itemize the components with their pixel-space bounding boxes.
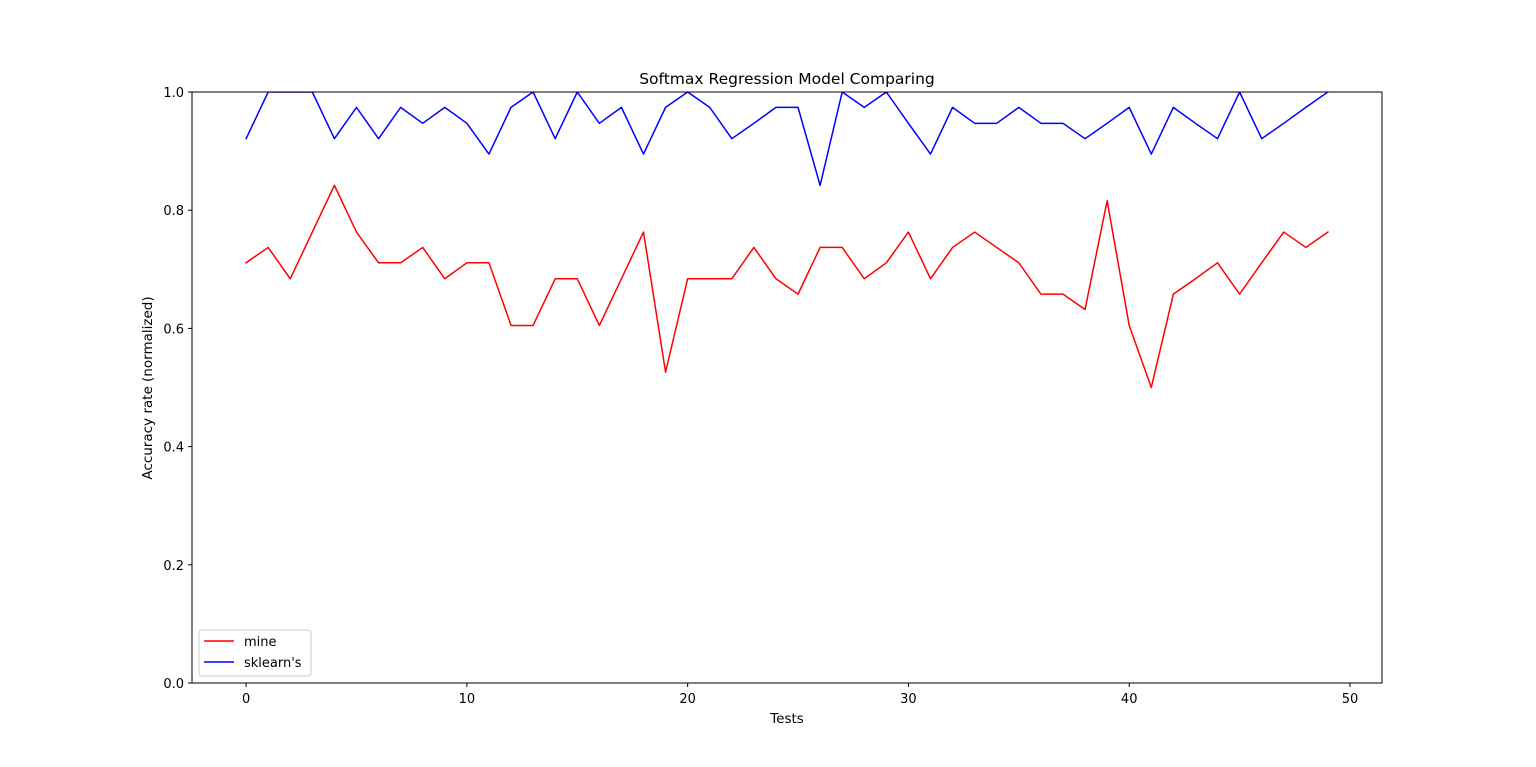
plot-frame (191, 91, 1383, 684)
y-axis: 0.0 0.2 0.4 0.6 0.8 1.0 (163, 86, 192, 692)
y-tick-label: 1.0 (163, 86, 184, 101)
y-axis-title: Accuracy rate (normalized) (140, 296, 156, 479)
chart-title: Softmax Regression Model Comparing (639, 70, 935, 88)
y-tick-label: 0.8 (163, 204, 184, 219)
y-tick-label: 0.0 (163, 677, 184, 692)
y-tick-label: 0.4 (163, 441, 184, 456)
series-line-0 (245, 184, 1329, 389)
x-tick-label: 40 (1121, 692, 1138, 707)
legend-label-sklearn: sklearn's (244, 656, 302, 671)
y-tick-label: 0.6 (163, 322, 184, 337)
series-line-1 (245, 92, 1329, 187)
legend: mine sklearn's (198, 629, 312, 677)
x-tick-label: 0 (242, 692, 250, 707)
x-tick-label: 30 (900, 692, 917, 707)
y-tick-label: 0.2 (163, 559, 184, 574)
x-tick-label: 10 (459, 692, 476, 707)
series-layer (245, 92, 1329, 389)
x-tick-label: 20 (679, 692, 696, 707)
x-axis-title: Tests (769, 711, 804, 727)
x-tick-label: 50 (1342, 692, 1359, 707)
legend-label-mine: mine (244, 635, 277, 650)
x-axis: 0 10 20 30 40 50 (242, 683, 1358, 707)
